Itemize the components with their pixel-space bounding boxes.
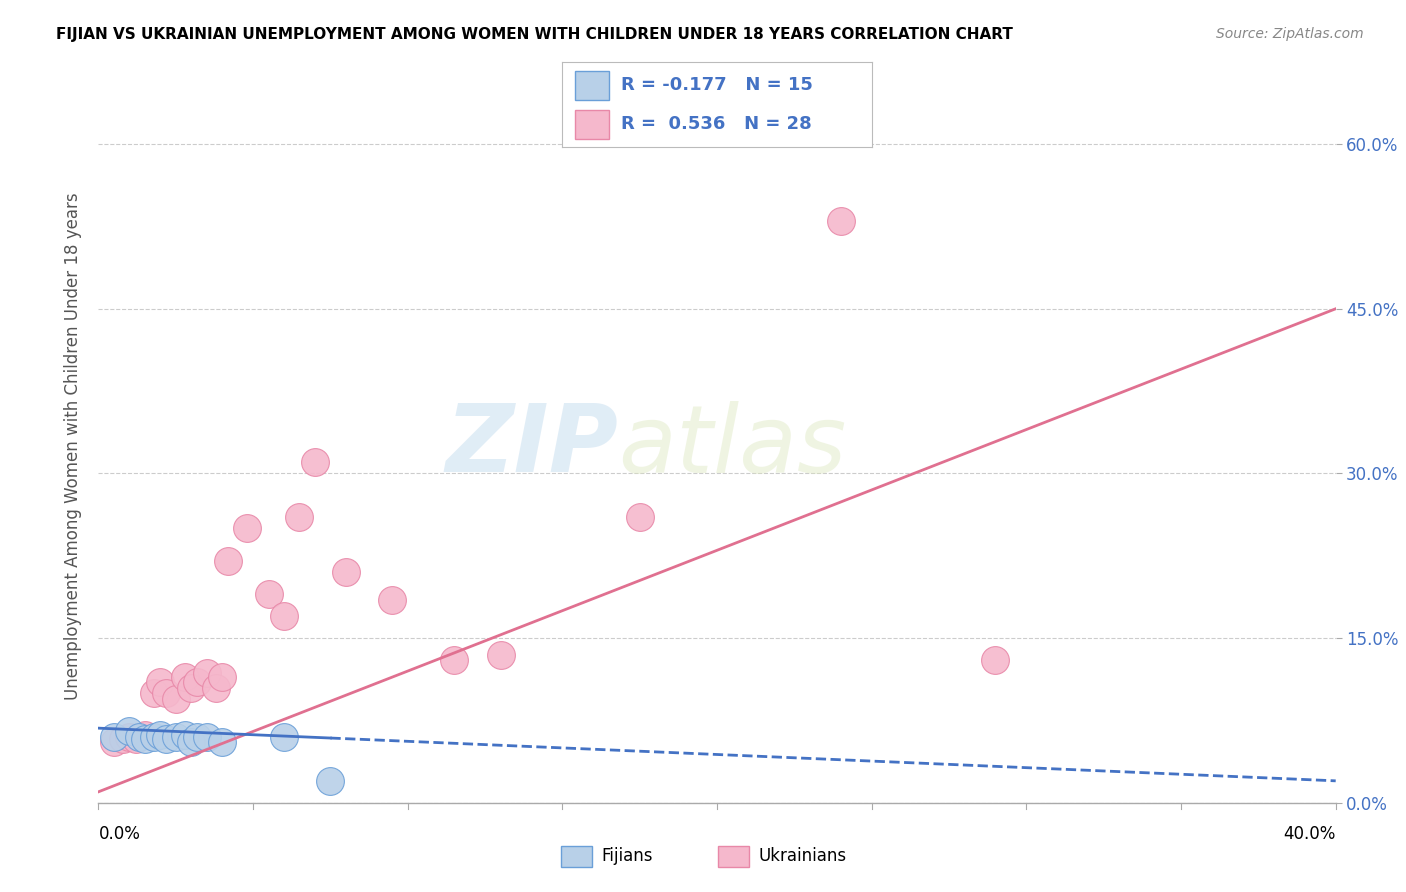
- Point: [443, 653, 465, 667]
- Point: [257, 587, 280, 601]
- Point: [186, 730, 208, 744]
- Text: Source: ZipAtlas.com: Source: ZipAtlas.com: [1216, 27, 1364, 41]
- Point: [984, 653, 1007, 667]
- Point: [134, 728, 156, 742]
- Text: FIJIAN VS UKRAINIAN UNEMPLOYMENT AMONG WOMEN WITH CHILDREN UNDER 18 YEARS CORREL: FIJIAN VS UKRAINIAN UNEMPLOYMENT AMONG W…: [56, 27, 1014, 42]
- Text: 0.0%: 0.0%: [98, 825, 141, 843]
- Point: [143, 730, 166, 744]
- Point: [155, 732, 177, 747]
- Point: [489, 648, 512, 662]
- Text: R =  0.536   N = 28: R = 0.536 N = 28: [621, 115, 811, 133]
- Point: [174, 728, 197, 742]
- Point: [180, 735, 202, 749]
- Point: [273, 609, 295, 624]
- Point: [174, 669, 197, 683]
- Point: [112, 732, 135, 747]
- Point: [118, 724, 141, 739]
- Point: [155, 686, 177, 700]
- Point: [381, 592, 404, 607]
- Point: [103, 730, 125, 744]
- Text: Ukrainians: Ukrainians: [759, 847, 846, 865]
- Point: [124, 732, 146, 747]
- Point: [211, 669, 233, 683]
- Point: [118, 730, 141, 744]
- Y-axis label: Unemployment Among Women with Children Under 18 years: Unemployment Among Women with Children U…: [63, 192, 82, 700]
- Text: Fijians: Fijians: [600, 847, 652, 865]
- Point: [165, 730, 187, 744]
- FancyBboxPatch shape: [561, 846, 592, 867]
- Point: [165, 691, 187, 706]
- Point: [273, 730, 295, 744]
- Point: [236, 521, 259, 535]
- Point: [335, 566, 357, 580]
- Point: [319, 773, 342, 788]
- Point: [103, 735, 125, 749]
- Point: [195, 666, 218, 681]
- FancyBboxPatch shape: [718, 846, 749, 867]
- Point: [186, 675, 208, 690]
- Point: [628, 510, 651, 524]
- Point: [195, 730, 218, 744]
- Text: atlas: atlas: [619, 401, 846, 491]
- Point: [205, 681, 228, 695]
- Text: 40.0%: 40.0%: [1284, 825, 1336, 843]
- Point: [217, 554, 239, 568]
- Point: [211, 735, 233, 749]
- Text: R = -0.177   N = 15: R = -0.177 N = 15: [621, 77, 813, 95]
- FancyBboxPatch shape: [575, 71, 609, 100]
- Point: [180, 681, 202, 695]
- Point: [288, 510, 311, 524]
- Point: [149, 675, 172, 690]
- Point: [830, 214, 852, 228]
- Point: [149, 728, 172, 742]
- Point: [304, 455, 326, 469]
- Point: [143, 686, 166, 700]
- FancyBboxPatch shape: [575, 110, 609, 139]
- Text: ZIP: ZIP: [446, 400, 619, 492]
- Point: [128, 730, 150, 744]
- Point: [134, 732, 156, 747]
